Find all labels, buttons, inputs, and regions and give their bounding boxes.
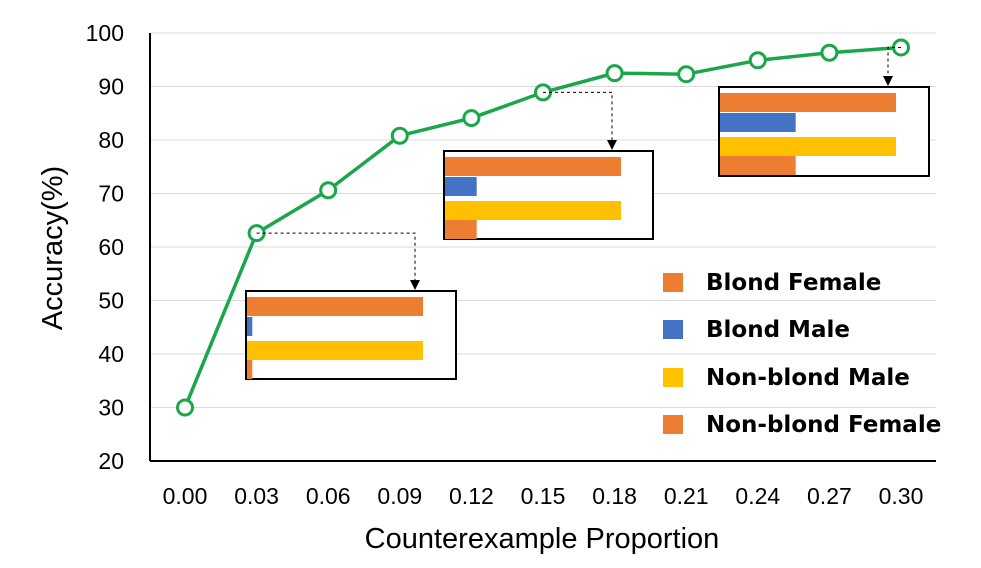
legend-label: Blond Female: [706, 270, 881, 296]
inset-chart: [245, 232, 457, 380]
x-tick-label: 0.15: [521, 483, 566, 509]
inset-connector: [543, 91, 613, 141]
data-point: [176, 398, 194, 417]
y-axis-title: Accuracy(%): [37, 166, 69, 330]
y-tick-label: 30: [98, 395, 124, 421]
x-tick-label: 0.12: [449, 483, 494, 509]
legend-swatch: [663, 320, 683, 339]
inset-connector: [256, 232, 416, 281]
inset-bar-blond-female: [720, 93, 896, 112]
y-tick-label: 60: [98, 234, 124, 260]
inset-connector: [887, 46, 901, 77]
legend-label: Non-blond Female: [706, 412, 941, 438]
x-tick-label: 0.06: [306, 483, 351, 509]
legend-item: Blond Female: [663, 270, 881, 296]
y-tick-label: 90: [98, 74, 124, 100]
data-point: [319, 181, 338, 200]
x-tick-label: 0.24: [735, 483, 780, 509]
legend-swatch: [663, 368, 683, 387]
x-tick-label: 0.09: [377, 483, 422, 509]
inset-bar-nonblond-male: [720, 137, 896, 156]
legend-label: Blond Male: [706, 317, 850, 343]
inset-chart: [443, 91, 654, 240]
legend-swatch: [663, 415, 683, 434]
y-tick-label: 100: [86, 20, 124, 46]
accuracy-series: [176, 38, 910, 417]
data-point: [390, 126, 409, 145]
x-tick-labels: 0.00 0.03 0.06 0.09 0.12 0.15 0.18 0.21 0.24 0.27…: [163, 483, 924, 509]
arrow-head-icon: [410, 280, 420, 290]
legend-swatch: [663, 273, 683, 292]
data-point: [677, 65, 696, 84]
inset-bar-nonblond-male: [247, 341, 423, 360]
inset-bar-nonblond-female: [445, 220, 477, 239]
x-tick-label: 0.27: [807, 483, 852, 509]
inset-bar-blond-female: [445, 157, 621, 176]
legend-item: Blond Male: [663, 317, 850, 343]
data-point: [748, 51, 767, 70]
y-tick-label: 20: [98, 448, 124, 474]
y-tick-labels: 20 30 40 50 60 70 80 90 100: [86, 20, 124, 474]
inset-bar-blond-female: [247, 297, 423, 316]
inset-bar-nonblond-female: [720, 156, 796, 175]
inset-bar-nonblond-male: [445, 201, 621, 220]
x-tick-label: 0.00: [163, 483, 208, 509]
arrow-head-icon: [883, 76, 893, 86]
data-point: [820, 43, 839, 62]
x-axis-title: Counterexample Proportion: [365, 523, 720, 555]
inset-bar-blond-male: [720, 113, 796, 132]
x-tick-label: 0.21: [664, 483, 709, 509]
axes: [149, 33, 936, 462]
x-tick-label: 0.03: [234, 483, 279, 509]
legend-item: Non-blond Male: [663, 365, 910, 391]
y-tick-label: 40: [98, 341, 124, 367]
inset-bar-blond-male: [445, 177, 477, 196]
legend: Blond Female Blond Male Non-blond Male Non-…: [663, 270, 941, 438]
inset-bar-nonblond-female: [247, 360, 253, 379]
legend-label: Non-blond Male: [706, 365, 910, 391]
data-point: [462, 109, 481, 128]
data-point: [605, 64, 624, 83]
x-tick-label: 0.30: [879, 483, 924, 509]
legend-item: Non-blond Female: [663, 412, 941, 438]
inset-chart: [718, 46, 930, 177]
y-tick-label: 80: [98, 127, 124, 153]
y-tick-label: 50: [98, 288, 124, 314]
inset-bar-charts: [245, 46, 930, 380]
y-tick-label: 70: [98, 181, 124, 207]
x-tick-label: 0.18: [592, 483, 637, 509]
arrow-head-icon: [607, 140, 617, 150]
inset-bar-blond-male: [247, 317, 253, 336]
